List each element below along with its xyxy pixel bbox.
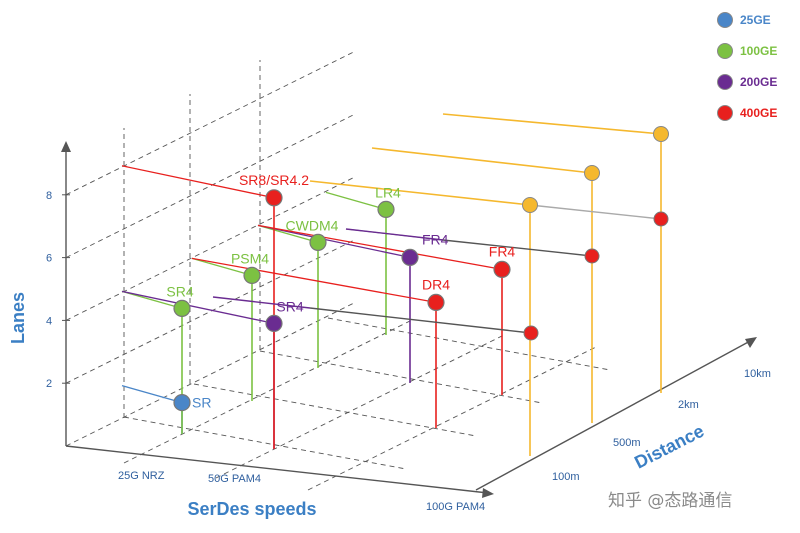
point-marker [653,211,669,227]
x-tick-label: 25G NRZ [118,470,165,482]
z-axis-line [475,339,753,491]
point-label: SR4 [276,298,303,314]
legend: 25GE 100GE 200GE 400GE [717,12,777,121]
grid-line [259,350,543,404]
point-marker [584,165,600,181]
lane-guide-line [121,165,275,199]
z-tick-label: 10km [744,368,771,380]
point-label: SR4 [166,283,193,299]
legend-label: 100GE [740,44,777,58]
lane-guide-line [257,224,319,244]
x-tick-label: 50G PAM4 [208,473,261,485]
y-tick-label: 4 [46,315,52,327]
point-label: SR8/SR4.2 [239,172,309,188]
distance-line [442,113,662,135]
legend-marker [717,105,733,121]
z-tick-label: 2km [678,399,699,411]
point-label: FR4 [422,231,449,247]
distance-line [309,180,531,206]
point-marker [173,394,191,412]
label-layer: SR SR4 PSM4 CWDM4 LR4 SR4 FR4 SR8/SR4.2 DR4 FR4 [166,172,515,411]
lane-guide-line [325,191,387,211]
y-tick-label: 6 [46,253,52,265]
point-marker [493,260,511,278]
x-tick-label: 100G PAM4 [426,501,485,513]
legend-marker [717,74,733,90]
y-axis-title: Lanes [8,292,28,344]
grid-line [65,238,357,384]
x-axis-title: SerDes speeds [187,499,316,519]
distance-line [371,147,593,174]
connector-line [309,307,532,334]
lane-guide-line [121,290,275,325]
y-axis-arrow [61,141,71,152]
series-layer [173,113,669,456]
z-axis-title: Distance [631,421,707,473]
legend-label: 400GE [740,106,777,120]
grid-line [327,317,611,371]
legend-marker [717,43,733,59]
x-axis-arrow [482,488,494,498]
legend-marker [717,12,733,28]
point-marker [401,248,419,266]
lane-guide-line [121,384,183,404]
y-tick-label: 2 [46,378,52,390]
lane-guide-line [257,224,411,259]
axis-layer: 2 4 6 8 25G NRZ 50G PAM4 100G PAM4 100m 500m 2km 1… [46,141,771,513]
lane-guide-line [121,290,183,310]
point-marker [523,325,539,341]
point-marker [243,266,261,284]
drop-lines-layer [121,165,503,449]
connector-line [345,228,444,241]
point-marker [427,293,445,311]
point-label: DR4 [422,276,450,292]
grid-line [123,416,407,470]
grid-line [123,318,415,464]
point-label: SR [192,395,211,411]
grid-layer [65,50,611,491]
z-tick-label: 500m [613,437,641,449]
grid-line [215,333,507,479]
y-tick-label: 8 [46,190,52,202]
point-marker [584,248,600,264]
x-axis-line [65,445,489,494]
legend-label: 200GE [740,75,777,89]
lane-guide-line [191,257,437,304]
point-marker [377,200,395,218]
point-label: PSM4 [231,250,269,266]
point-label: LR4 [375,184,401,200]
grid-line [65,301,357,447]
connector-line [442,239,593,257]
connector-line [212,296,311,309]
point-marker [265,189,283,207]
grid-line [65,50,357,196]
point-label: FR4 [489,243,516,259]
grid-line [193,383,477,437]
point-marker [265,314,283,332]
point-marker [522,197,538,213]
point-marker [173,299,191,317]
point-marker [653,126,669,142]
connector-line [529,204,662,220]
legend-label: 25GE [740,13,771,27]
point-marker [309,233,327,251]
z-tick-label: 100m [552,471,580,483]
z-axis-arrow [745,337,757,348]
point-label: CWDM4 [286,217,339,233]
lane-guide-line [257,224,503,271]
watermark: 知乎 @态路通信 [608,491,732,511]
lane-guide-line [191,257,253,277]
